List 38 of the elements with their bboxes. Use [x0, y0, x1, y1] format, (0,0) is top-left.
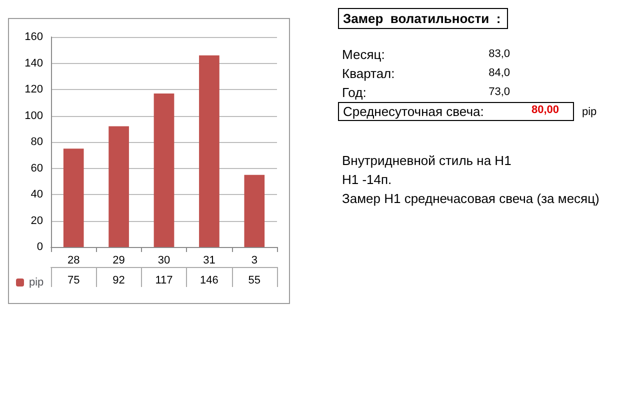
x-tick-label: 30 [158, 254, 170, 266]
bar [199, 55, 220, 247]
data-label: 117 [155, 274, 173, 286]
text: H1 -14п. [342, 171, 393, 189]
legend-label: pip [29, 276, 44, 288]
bar [244, 174, 265, 247]
data-label: 92 [112, 274, 125, 286]
text: Внутридневной стиль на H1 [342, 152, 512, 170]
bar [63, 148, 84, 247]
text: 80,00 [531, 104, 560, 118]
text: Год: [342, 84, 366, 102]
y-tick-label: 40 [30, 188, 43, 200]
text: Месяц: [342, 46, 385, 64]
y-tick-label: 140 [24, 57, 43, 70]
text: 73,0 [488, 85, 510, 100]
text: Квартал: [342, 65, 395, 83]
text: Замер H1 среднечасовая свеча (за месяц) [342, 190, 600, 208]
data-label: 55 [248, 274, 261, 286]
text: 83,0 [488, 47, 510, 62]
text: Замер волатильности : [338, 8, 508, 29]
y-tick-label: 160 [24, 31, 43, 43]
text: Среднесуточная свеча: [343, 104, 484, 119]
bar [154, 93, 174, 247]
x-tick-label: 28 [67, 254, 80, 266]
bar [108, 126, 129, 247]
x-tick-label: 31 [203, 254, 216, 266]
text: 84,0 [488, 66, 510, 81]
y-tick-label: 20 [30, 214, 43, 227]
data-label: 75 [67, 274, 80, 286]
x-tick-label: 3 [251, 254, 258, 266]
x-tick-label: 29 [112, 254, 125, 266]
y-tick-label: 60 [30, 162, 43, 174]
y-tick-label: 120 [24, 84, 43, 96]
y-tick-label: 0 [36, 241, 43, 253]
text: pip [582, 106, 597, 118]
y-tick-label: 80 [30, 136, 43, 148]
data-label: 146 [200, 274, 218, 286]
y-tick-label: 100 [24, 110, 43, 122]
